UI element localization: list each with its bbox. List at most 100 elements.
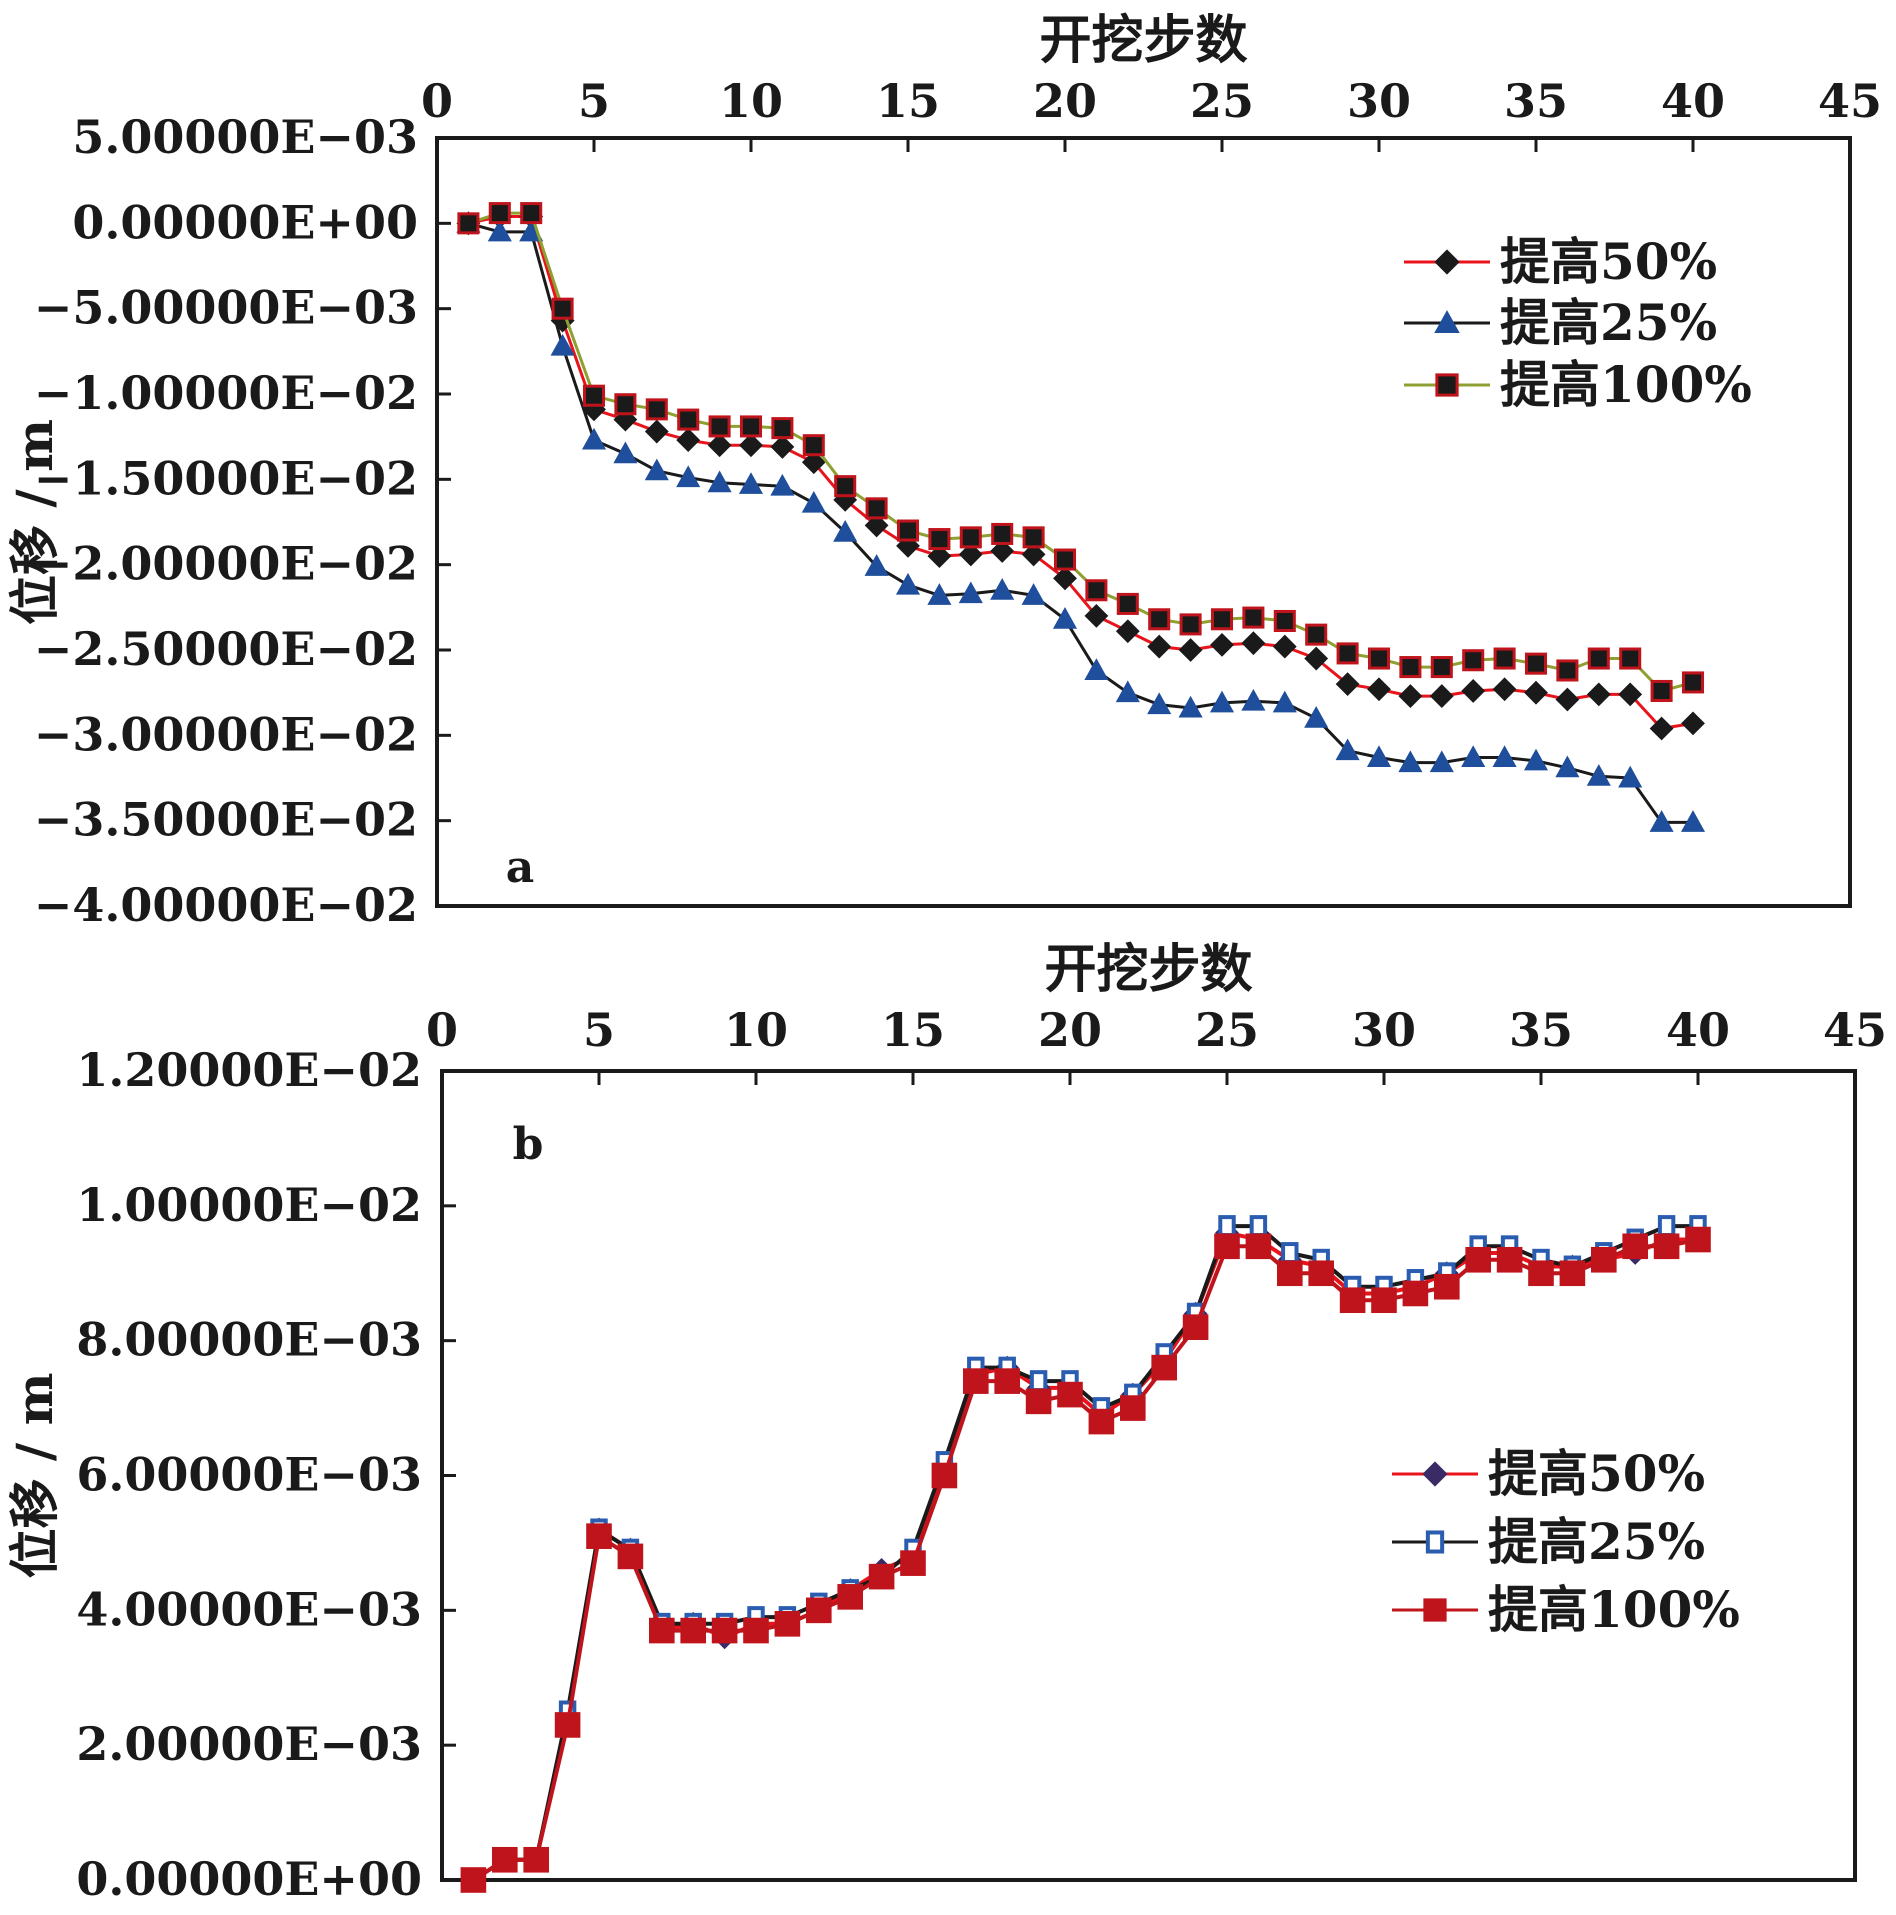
x-tick-label: 35 — [1509, 1003, 1573, 1057]
data-point — [1151, 1354, 1178, 1381]
x-tick-label: 30 — [1352, 1003, 1416, 1057]
data-point — [994, 1368, 1021, 1394]
data-point — [739, 433, 763, 458]
data-point — [1273, 609, 1296, 633]
data-point — [1493, 647, 1516, 670]
data-point — [1649, 716, 1674, 741]
data-point — [582, 384, 606, 407]
data-point — [837, 1584, 864, 1610]
legend-marker — [1422, 1461, 1448, 1487]
x-tick-label: 5 — [578, 74, 610, 128]
legend-item-1: 提高25% — [1404, 293, 1717, 352]
data-point — [1029, 1370, 1048, 1393]
data-point — [676, 428, 701, 452]
data-point — [1618, 682, 1643, 707]
data-point — [1492, 745, 1517, 767]
x-axis-title: 开挖步数 — [1044, 939, 1252, 1000]
data-point — [523, 1846, 550, 1873]
data-point — [962, 1368, 989, 1394]
data-point — [1335, 672, 1360, 697]
data-point — [1242, 606, 1265, 629]
x-tick-label: 0 — [421, 74, 453, 128]
data-point — [1555, 755, 1580, 778]
data-point — [1209, 690, 1235, 713]
data-point — [771, 417, 794, 440]
data-point — [1249, 1215, 1268, 1238]
data-point — [1245, 1233, 1272, 1260]
data-point — [743, 1617, 769, 1644]
plot-frame — [435, 136, 1852, 908]
data-point — [488, 202, 511, 225]
data-point — [1052, 607, 1078, 629]
data-point — [958, 542, 983, 567]
data-point — [644, 458, 669, 481]
data-point — [614, 393, 637, 416]
data-point — [1556, 659, 1579, 682]
data-point — [520, 202, 543, 225]
legend-marker — [1434, 310, 1460, 334]
x-tick-label: 20 — [1033, 74, 1097, 128]
data-point — [1119, 1395, 1146, 1421]
data-point — [1148, 608, 1171, 631]
data-point — [1462, 649, 1485, 672]
data-point — [895, 572, 921, 595]
chart-panel-a: 0 5 10 15 20 25 30 35 40 45 5.00000E−03 0.00000E+00… — [5, 10, 1882, 932]
x-tick-label: 20 — [1038, 1003, 1102, 1057]
y-tick-label: 0.00000E+00 — [76, 1852, 422, 1906]
x-tick-label: 30 — [1347, 74, 1411, 128]
legend-marker — [1425, 1530, 1445, 1554]
data-point — [1587, 647, 1610, 670]
legend-marker — [1423, 1598, 1447, 1622]
data-point — [1559, 1260, 1586, 1287]
data-point — [1586, 764, 1611, 786]
y-tick-label: −4.00000E−02 — [34, 878, 418, 932]
x-tick-label: 0 — [426, 1003, 458, 1057]
legend-marker — [1434, 249, 1460, 275]
data-point — [1398, 750, 1423, 773]
data-point — [1178, 695, 1203, 718]
x-tick-label: 45 — [1818, 74, 1882, 128]
data-point — [1025, 1388, 1052, 1415]
data-point — [1649, 810, 1674, 832]
y-axis-title: 位移 / m — [5, 419, 64, 625]
series-2 — [457, 202, 1705, 702]
data-point — [802, 434, 825, 457]
data-point — [738, 472, 764, 494]
data-point — [864, 513, 889, 538]
data-point — [617, 1543, 644, 1570]
data-point — [1021, 542, 1046, 567]
series-line — [472, 1237, 1699, 1882]
data-point — [1179, 613, 1202, 636]
data-point — [613, 441, 638, 464]
data-point — [1335, 738, 1360, 761]
data-point — [1147, 634, 1172, 659]
data-point — [1622, 1233, 1649, 1260]
data-point — [550, 333, 575, 356]
data-point — [1465, 1246, 1492, 1273]
y-tick-label: 1.20000E−02 — [76, 1043, 422, 1097]
data-point — [868, 1563, 895, 1590]
data-point — [1681, 671, 1705, 694]
data-point — [457, 212, 480, 235]
data-point — [1618, 765, 1643, 788]
y-tick-label: −2.00000E−02 — [34, 537, 418, 591]
data-point — [487, 219, 512, 242]
chart-panel-b: 0 5 10 15 20 25 30 35 40 45 1.20000E−02 1.00000E−02… — [5, 939, 1887, 1906]
data-point — [931, 1462, 958, 1489]
data-point — [680, 1617, 707, 1644]
data-point — [1304, 646, 1329, 671]
data-point — [1210, 608, 1234, 631]
data-point — [1523, 748, 1549, 771]
data-point — [833, 520, 858, 542]
x-tick-label: 25 — [1195, 1003, 1259, 1057]
data-point — [801, 490, 826, 513]
data-point — [1304, 706, 1329, 728]
y-tick-label: 1.00000E−02 — [76, 1178, 422, 1232]
data-point — [991, 522, 1014, 545]
data-point — [1182, 1314, 1209, 1340]
legend-label: 提高100% — [1500, 355, 1752, 414]
data-point — [1088, 1408, 1115, 1435]
data-point — [805, 1597, 832, 1624]
y-tick-label: −3.50000E−02 — [34, 793, 418, 847]
